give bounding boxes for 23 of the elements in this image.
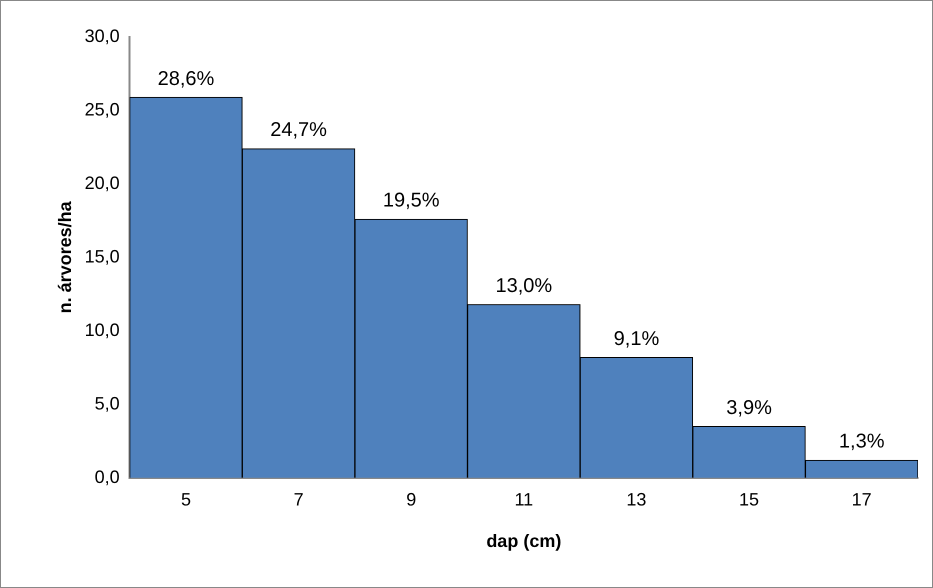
x-tick-label: 17 <box>852 490 872 510</box>
annotation: 3,9% <box>726 396 772 419</box>
x-tick-label: 11 <box>514 490 534 510</box>
x-tick-label: 5 <box>180 490 191 510</box>
y-tick-label: 25,0 <box>84 99 120 120</box>
y-tick-label: 30,0 <box>84 26 120 46</box>
annotation: 28,6% <box>158 68 215 90</box>
x-tick-label: 7 <box>294 490 304 510</box>
x-axis-title: dap (cm) <box>486 531 562 552</box>
y-axis-title: n. árvores/ha <box>54 200 75 314</box>
annotation: 19,5% <box>382 190 440 212</box>
y-tick-label: 10,0 <box>84 320 120 340</box>
x-tick-label: 9 <box>406 490 416 510</box>
y-tick-label: 15,0 <box>84 246 120 266</box>
annotation: 9,1% <box>614 328 660 350</box>
y-tick-label: 20,0 <box>84 172 120 193</box>
x-tick-label: 15 <box>739 490 760 510</box>
x-tick-label: 13 <box>626 490 646 510</box>
annotation: 13,0% <box>495 274 552 297</box>
annotation: 1,3% <box>838 430 885 453</box>
annotation: 24,7% <box>270 119 328 142</box>
y-tick-label: 0,0 <box>94 466 120 487</box>
y-tick-label: 5,0 <box>94 393 120 414</box>
